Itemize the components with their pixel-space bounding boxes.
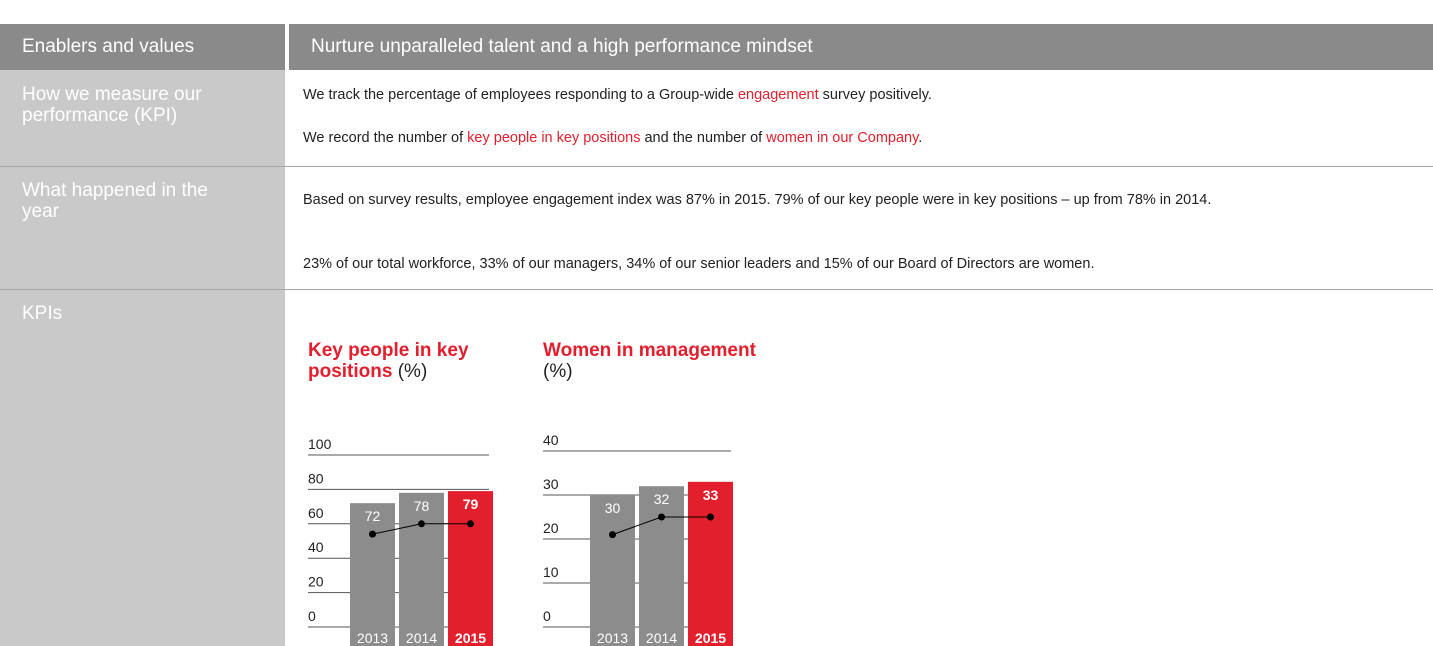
chart-title-text: Women in management bbox=[543, 340, 756, 361]
text: We track the percentage of employees res… bbox=[303, 87, 738, 103]
highlight: women in our Company bbox=[766, 130, 919, 146]
value-label: 72 bbox=[365, 508, 381, 524]
chart-unit: (%) bbox=[397, 361, 428, 382]
y-tick-label: 20 bbox=[308, 574, 324, 590]
bar bbox=[590, 495, 635, 646]
row-label: What happened in the year bbox=[22, 180, 208, 222]
text: . bbox=[918, 130, 923, 146]
y-tick-label: 60 bbox=[308, 505, 324, 521]
row-label: KPIs bbox=[22, 303, 63, 324]
value-label: 33 bbox=[703, 487, 719, 503]
paragraph: Based on survey results, employee engage… bbox=[303, 189, 1278, 211]
bar bbox=[350, 503, 395, 646]
x-tick-label: 2014 bbox=[646, 630, 677, 646]
row-separator bbox=[0, 289, 1433, 290]
y-tick-label: 0 bbox=[308, 608, 316, 624]
header-left: Enablers and values bbox=[0, 24, 285, 70]
y-tick-label: 10 bbox=[543, 564, 559, 580]
bar bbox=[399, 492, 444, 646]
paragraph: We track the percentage of employees res… bbox=[303, 84, 1423, 106]
text: 23% of our total workforce, 33% of our m… bbox=[303, 256, 1095, 272]
chart-unit: (%) bbox=[543, 361, 573, 382]
y-tick-label: 40 bbox=[543, 432, 559, 448]
bar bbox=[448, 491, 493, 646]
chart-title-text: Key people in key positions bbox=[308, 340, 469, 382]
paragraph: We record the number of key people in ke… bbox=[303, 127, 1423, 149]
trend-dot bbox=[418, 520, 425, 528]
trend-dot bbox=[369, 530, 376, 538]
y-tick-label: 100 bbox=[308, 436, 332, 452]
bar bbox=[688, 481, 733, 646]
chart-title: Key people in key positions (%) bbox=[308, 340, 523, 382]
x-tick-label: 2013 bbox=[357, 630, 388, 646]
value-label: 79 bbox=[463, 496, 479, 512]
y-tick-label: 80 bbox=[308, 470, 324, 486]
text: Based on survey results, employee engage… bbox=[303, 192, 1212, 208]
highlight: key people in key positions bbox=[467, 130, 641, 146]
text: survey positively. bbox=[818, 87, 932, 103]
y-tick-label: 20 bbox=[543, 520, 559, 536]
chart-title: Women in management (%) bbox=[543, 340, 758, 382]
header-right: Nurture unparalleled talent and a high p… bbox=[289, 24, 1433, 70]
y-tick-label: 0 bbox=[543, 608, 551, 624]
value-label: 78 bbox=[414, 498, 430, 514]
y-tick-label: 40 bbox=[308, 539, 324, 555]
value-label: 32 bbox=[654, 491, 670, 507]
paragraph: 23% of our total workforce, 33% of our m… bbox=[303, 253, 1278, 275]
y-tick-label: 30 bbox=[543, 476, 559, 492]
x-tick-label: 2015 bbox=[455, 630, 486, 646]
x-tick-label: 2013 bbox=[597, 630, 628, 646]
x-tick-label: 2015 bbox=[695, 630, 726, 646]
trend-dot bbox=[658, 513, 665, 521]
value-label: 30 bbox=[605, 500, 621, 516]
text: and the number of bbox=[640, 130, 767, 146]
bar bbox=[639, 486, 684, 646]
row-label: How we measure our performance (KPI) bbox=[22, 84, 202, 126]
trend-dot bbox=[467, 520, 474, 528]
trend-dot bbox=[609, 531, 616, 539]
x-tick-label: 2014 bbox=[406, 630, 437, 646]
text: We record the number of bbox=[303, 130, 468, 146]
row-separator bbox=[0, 166, 1433, 167]
highlight: engagement bbox=[737, 87, 819, 103]
trend-dot bbox=[707, 513, 714, 521]
